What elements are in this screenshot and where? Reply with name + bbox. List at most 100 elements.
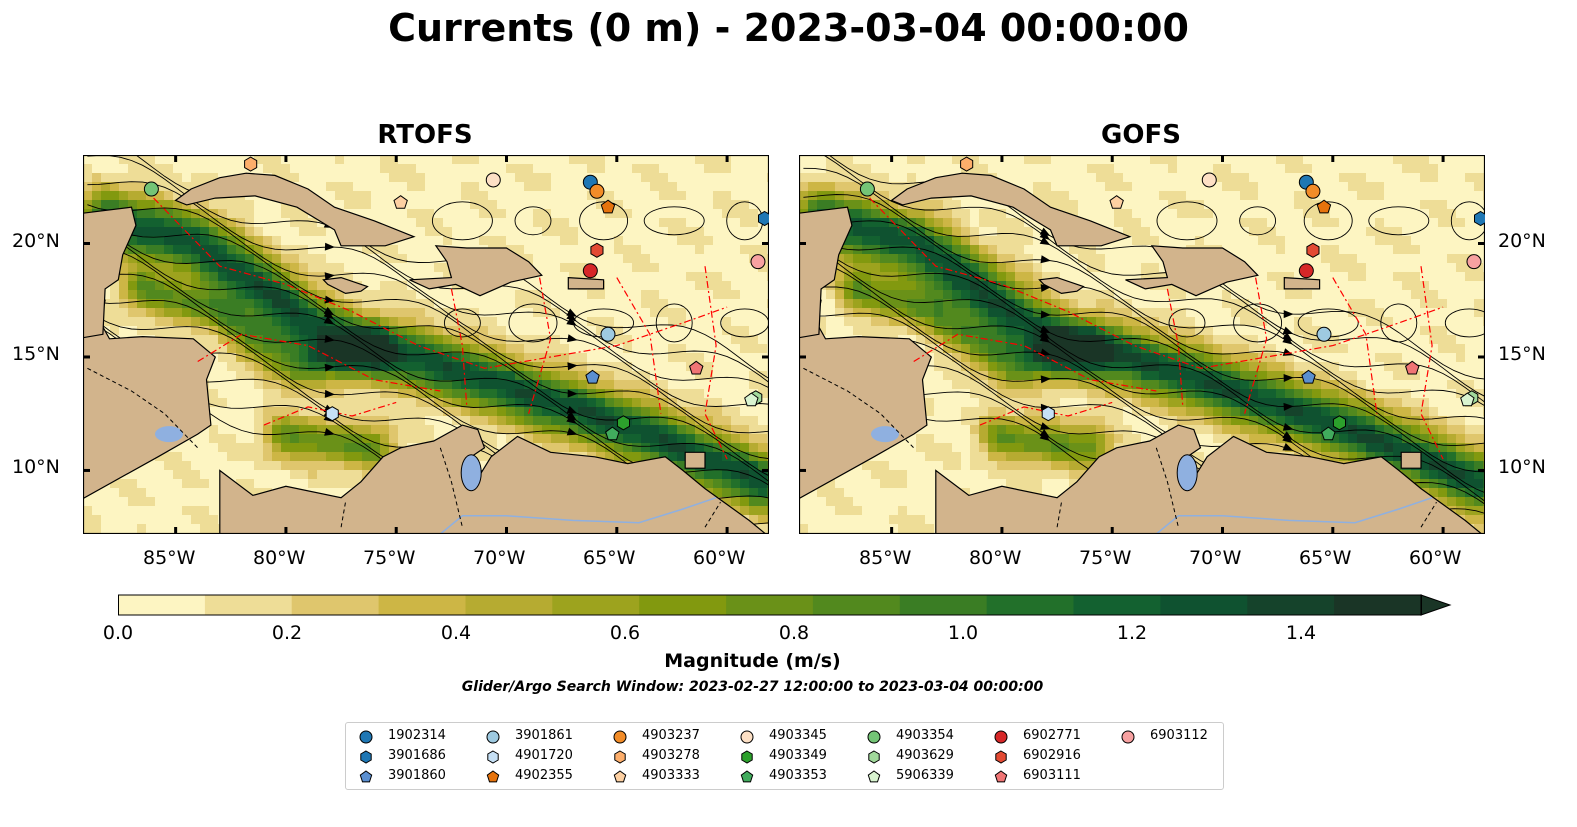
lake-nicaragua [155, 426, 183, 443]
legend-label: 4903345 [769, 728, 827, 743]
legend-marker-icon [359, 770, 373, 783]
lat-tick-label: 15°N [1498, 343, 1546, 365]
float-marker [325, 406, 339, 422]
land-masses [83, 172, 767, 534]
colorbar-segment [552, 595, 640, 615]
float-marker [758, 210, 769, 227]
colorbar-segment [899, 595, 988, 615]
flow-arrow [1039, 325, 1051, 334]
lon-tick-label: 65°W [583, 547, 636, 569]
colorbar [118, 594, 1452, 616]
legend-marker-icon [487, 750, 499, 764]
land-cuba [174, 172, 416, 247]
map-frame [83, 155, 769, 534]
flow-arrow [566, 405, 578, 414]
land-puertoRico [1283, 276, 1321, 290]
legend-label: 4903349 [769, 748, 827, 763]
flow-arrow [566, 411, 577, 421]
flow-arrow [1039, 333, 1051, 343]
land-jamaica [1038, 276, 1085, 295]
float-marker [600, 199, 616, 214]
flow-arrow [323, 309, 334, 320]
land-masses [799, 172, 1483, 534]
lon-tick-label: 60°W [693, 547, 746, 569]
float-marker [143, 181, 159, 197]
river [1155, 496, 1433, 534]
float-marker [1460, 392, 1475, 407]
float-marker [1321, 426, 1336, 441]
flow-arrow [324, 334, 335, 343]
land-trinidad [1400, 451, 1422, 469]
flow-arrow [324, 389, 335, 398]
map-frame [799, 155, 1485, 534]
flow-arrow [1039, 330, 1051, 340]
figure-title: Currents (0 m) - 2023-03-04 00:00:00 [388, 6, 1189, 50]
colorbar-segment [1160, 595, 1248, 615]
colorbar-segment [378, 595, 466, 615]
flow-arrow [1283, 402, 1294, 411]
float-marker [590, 242, 604, 258]
flow-arrow [1040, 255, 1051, 264]
lon-tick-label: 80°W [253, 547, 306, 569]
colorbar-tick-label: 0.0 [102, 622, 134, 644]
legend-marker-icon [359, 730, 373, 744]
legend-marker-icon [486, 730, 500, 744]
legend-label: 3901861 [515, 728, 573, 743]
country-borders [87, 367, 721, 528]
float-marker [485, 172, 501, 188]
colorbar-label: Magnitude (m/s) [664, 650, 841, 672]
legend-label: 3901860 [388, 768, 446, 783]
flow-arrow [1282, 332, 1293, 342]
lake-maracaibo [1176, 454, 1198, 492]
flow-arrow [1039, 236, 1051, 246]
float-marker [600, 326, 616, 342]
legend-marker-icon [867, 770, 881, 783]
panel-title-rtofs: RTOFS [377, 120, 473, 150]
colorbar-tick-label: 0.2 [271, 622, 303, 644]
land-jamaica [322, 276, 369, 295]
flow-arrow [566, 317, 577, 326]
float-marker [744, 392, 759, 407]
float-marker [1405, 360, 1420, 375]
legend-marker-icon [614, 750, 626, 764]
legend-marker-icon [994, 730, 1008, 744]
float-marker [582, 263, 598, 279]
colorbar-segment [465, 595, 553, 615]
legend-label: 4902355 [515, 768, 573, 783]
legend-marker-icon [613, 730, 627, 744]
float-marker [605, 426, 620, 441]
legend-label: 6902771 [1023, 728, 1081, 743]
flow-arrow [324, 427, 335, 436]
map-panel-gofs [799, 155, 1485, 534]
float-marker [393, 195, 408, 209]
land-cuba [890, 172, 1132, 247]
lat-tick-label: 10°N [1498, 456, 1546, 478]
flow-arrow [1040, 310, 1051, 319]
lon-tick-label: 75°W [363, 547, 416, 569]
legend-label: 6903111 [1023, 768, 1081, 783]
float-marker [1305, 183, 1321, 199]
eez-boundaries [869, 197, 1444, 460]
lon-tick-label: 70°W [1189, 547, 1242, 569]
float-marker [1316, 199, 1332, 214]
legend-label: 4903354 [896, 728, 954, 743]
float-marker [1109, 195, 1124, 209]
float-marker [1298, 263, 1314, 279]
colorbar-tick-label: 1.4 [1285, 622, 1317, 644]
land-puertoRico [567, 276, 605, 290]
colorbar-tick-label: 1.0 [947, 622, 979, 644]
legend-label: 6902916 [1023, 748, 1081, 763]
land-continentSouth [219, 424, 767, 534]
legend-label: 4903353 [769, 768, 827, 783]
float-marker [1466, 254, 1482, 270]
colorbar-segment [1073, 595, 1161, 615]
float-marker [1041, 406, 1055, 422]
legend-marker-icon [868, 750, 880, 764]
lat-tick-label: 20°N [12, 230, 60, 252]
legend-marker-icon [867, 730, 881, 744]
colorbar-tick-label: 1.2 [1116, 622, 1148, 644]
legend-label: 4903333 [642, 768, 700, 783]
lat-tick-label: 10°N [12, 456, 60, 478]
legend-label: 3901686 [388, 748, 446, 763]
legend-marker-icon [994, 770, 1008, 783]
